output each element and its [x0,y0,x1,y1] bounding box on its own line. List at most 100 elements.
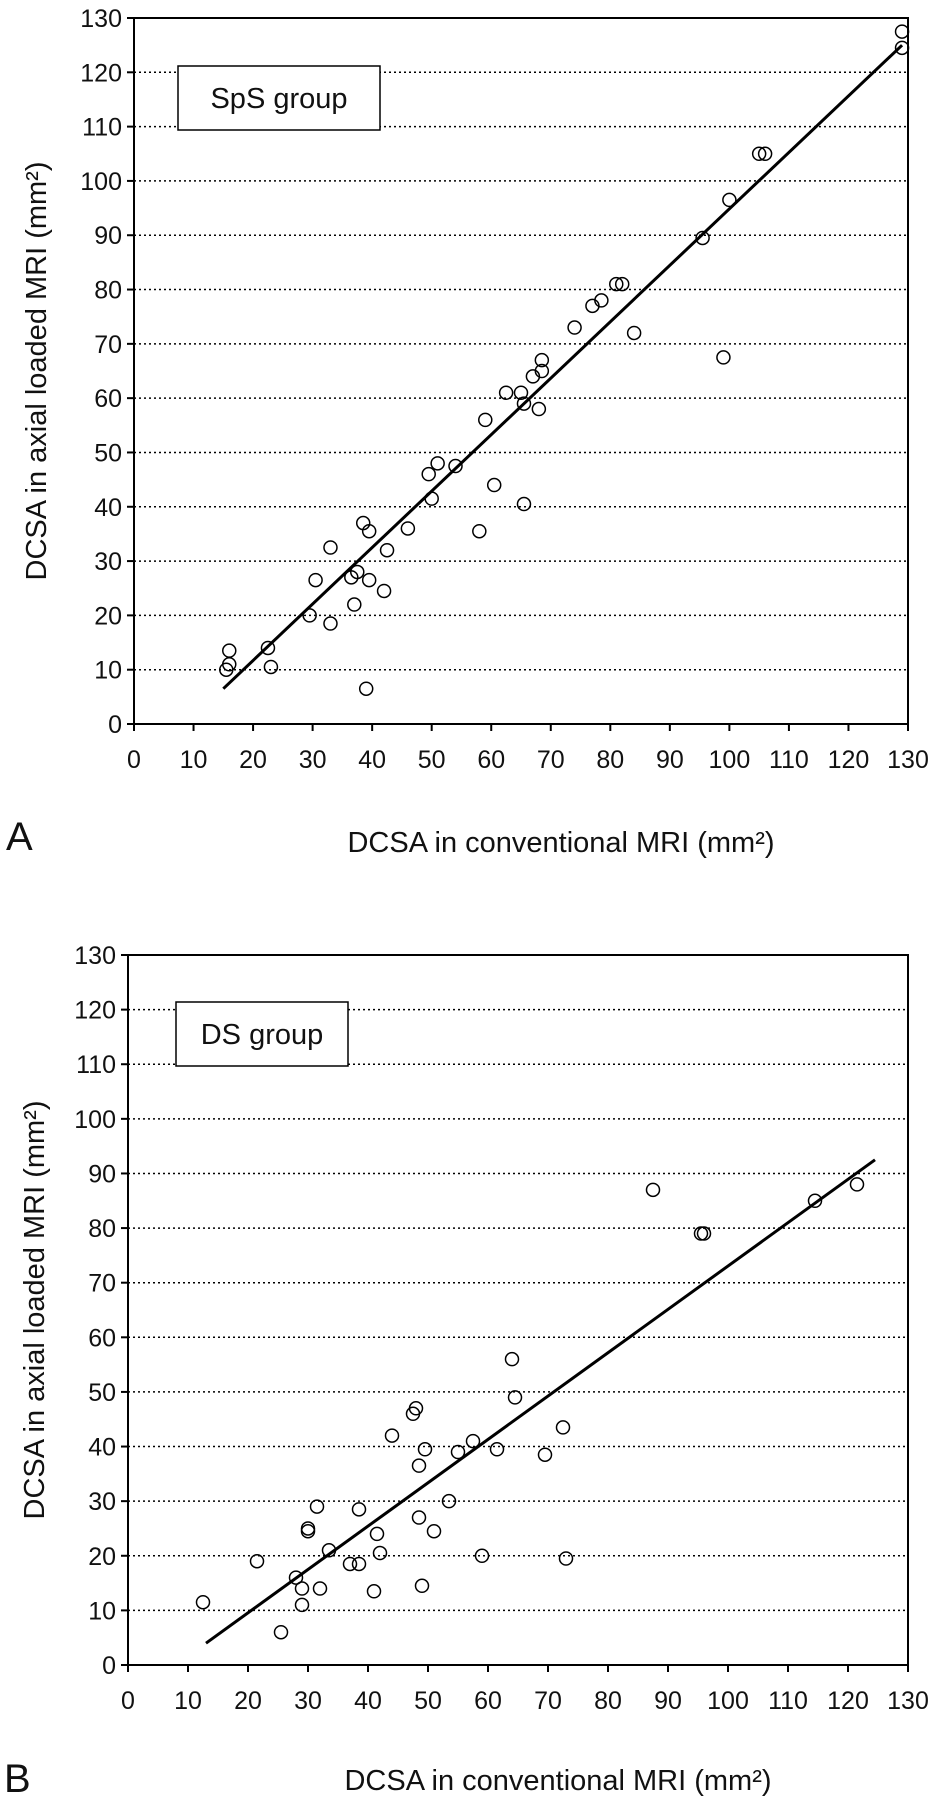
y-tick-label-b: 90 [88,1160,116,1188]
data-point-b [300,1521,316,1536]
y-tick-label-a: 70 [94,331,122,359]
data-point-b [849,1177,865,1192]
data-point-a [594,293,609,308]
data-point-b [369,1526,385,1542]
y-tick-label-a: 40 [94,494,122,522]
data-point-a [751,146,767,162]
legend-box-a: SpS group [177,65,381,131]
data-point-a [323,616,338,631]
data-point-b [807,1193,823,1209]
y-tick-label-b: 110 [76,1051,116,1079]
data-point-b [372,1545,388,1561]
grid-lines-b [128,1008,908,1612]
data-point-a [695,230,710,246]
data-point-b [450,1444,466,1460]
data-point-b [288,1570,304,1585]
data-point-a [222,643,237,658]
data-point-a [358,681,374,696]
data-point-b [441,1493,457,1509]
y-tick-label-b: 120 [74,997,116,1025]
y-tick-label-a: 130 [80,5,122,33]
x-tick-label-a: 130 [887,746,929,774]
data-point-a [448,458,463,474]
y-tick-label-a: 80 [94,277,122,305]
data-point-b [312,1581,328,1596]
x-tick-label-a: 70 [537,746,565,774]
data-point-b [351,1556,367,1572]
x-tick-label-b: 10 [174,1687,202,1715]
data-point-a [350,564,365,580]
data-point-a [534,352,550,368]
y-tick-label-b: 60 [88,1324,116,1352]
y-tick-label-a: 20 [94,602,122,630]
data-point-b [294,1581,310,1596]
x-tick-label-a: 110 [769,746,809,774]
y-tick-label-a: 110 [82,114,122,142]
x-tick-label-b: 110 [768,1687,808,1715]
data-point-a [516,396,532,411]
data-point-a [421,466,436,482]
data-point-b [273,1624,289,1640]
y-tick-label-a: 60 [94,385,122,413]
data-point-a [516,496,532,512]
data-point-a [722,192,737,208]
data-point-a [347,597,362,612]
x-ticks-a: 0 10 20 30 40 50 60 70 80 90 100 110 120 130 [127,724,929,774]
data-point-a [472,523,487,539]
data-point-a [531,401,547,417]
x-tick-label-b: 50 [414,1687,442,1715]
data-point-a [626,325,642,341]
y-tick-label-b: 70 [88,1270,116,1298]
y-tick-label-a: 50 [94,439,122,467]
x-axis-title-a: DCSA in conventional MRI (mm²) [347,827,774,859]
data-point-a [361,572,377,588]
y-tick-label-b: 130 [74,942,116,970]
x-tick-label-b: 90 [654,1687,682,1715]
y-tick-label-b: 30 [88,1488,116,1516]
x-tick-label-b: 100 [707,1687,749,1715]
data-point-b [645,1182,661,1198]
data-point-b [294,1597,310,1613]
x-tick-label-a: 30 [299,746,327,774]
data-point-b [693,1226,709,1241]
data-point-b [489,1442,505,1457]
legend-frame-a [177,65,381,131]
data-point-b [555,1420,571,1435]
y-axis-title-b: DCSA in axial loaded MRI (mm²) [19,1101,51,1520]
data-point-a [376,583,392,599]
data-point-b [465,1433,481,1449]
data-point-a [361,523,377,539]
data-point-b [342,1556,358,1572]
x-tick-label-b: 40 [354,1687,382,1715]
x-tick-label-a: 10 [180,746,208,774]
y-tick-label-b: 80 [88,1215,116,1243]
y-tick-label-a: 10 [94,657,122,685]
data-point-b [537,1447,553,1462]
y-tick-label-b: 20 [88,1543,116,1571]
x-tick-label-b: 120 [827,1687,869,1715]
data-point-b [426,1523,442,1539]
data-point-a [308,572,323,588]
x-tick-label-b: 30 [294,1687,322,1715]
data-point-b [558,1551,574,1566]
data-point-a [567,320,582,335]
plot-frame-b [127,954,909,1666]
y-tick-label-a: 30 [94,548,122,576]
data-point-a [323,540,338,555]
y-tick-label-b: 50 [88,1379,116,1407]
data-point-b [414,1578,430,1594]
x-tick-label-b: 60 [474,1687,502,1715]
data-point-a [260,640,276,656]
y-tick-label-a: 120 [80,59,122,87]
data-point-b [411,1510,427,1525]
data-point-a [614,276,630,292]
y-tick-label-b: 100 [74,1106,116,1134]
x-tick-label-b: 20 [234,1687,262,1715]
data-point-a [486,477,502,493]
legend-label-a: SpS group [210,83,347,115]
x-tick-label-a: 100 [709,746,751,774]
data-point-b [504,1351,520,1367]
panel-b: 0 10 20 30 40 50 60 70 80 90 100 110 120 130 0 10 20 30 4… [4,942,929,1800]
regression-line-a [222,44,904,690]
